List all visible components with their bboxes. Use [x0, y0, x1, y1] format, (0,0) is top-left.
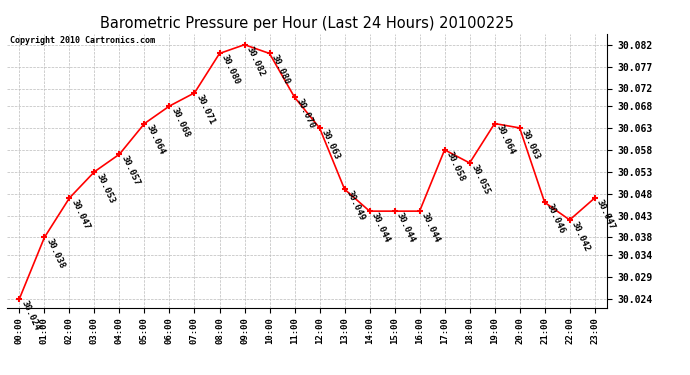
Text: 30.053: 30.053	[95, 172, 116, 205]
Text: Copyright 2010 Cartronics.com: Copyright 2010 Cartronics.com	[10, 36, 155, 45]
Text: 30.058: 30.058	[444, 150, 466, 183]
Text: 30.057: 30.057	[119, 154, 141, 187]
Text: 30.063: 30.063	[319, 128, 342, 161]
Text: 30.044: 30.044	[420, 211, 442, 244]
Text: 30.071: 30.071	[195, 93, 216, 126]
Text: 30.024: 30.024	[19, 299, 41, 332]
Text: 30.047: 30.047	[595, 198, 616, 231]
Text: 30.049: 30.049	[344, 189, 366, 222]
Text: 30.046: 30.046	[544, 202, 566, 236]
Text: 30.042: 30.042	[570, 220, 591, 253]
Text: 30.063: 30.063	[520, 128, 542, 161]
Text: 30.064: 30.064	[495, 123, 516, 157]
Text: 30.068: 30.068	[170, 106, 191, 139]
Text: 30.047: 30.047	[70, 198, 91, 231]
Title: Barometric Pressure per Hour (Last 24 Hours) 20100225: Barometric Pressure per Hour (Last 24 Ho…	[100, 16, 514, 31]
Text: 30.082: 30.082	[244, 45, 266, 78]
Text: 30.080: 30.080	[270, 54, 291, 87]
Text: 30.055: 30.055	[470, 163, 491, 196]
Text: 30.064: 30.064	[144, 123, 166, 157]
Text: 30.044: 30.044	[395, 211, 416, 244]
Text: 30.038: 30.038	[44, 237, 66, 270]
Text: 30.044: 30.044	[370, 211, 391, 244]
Text: 30.070: 30.070	[295, 97, 316, 130]
Text: 30.080: 30.080	[219, 54, 242, 87]
